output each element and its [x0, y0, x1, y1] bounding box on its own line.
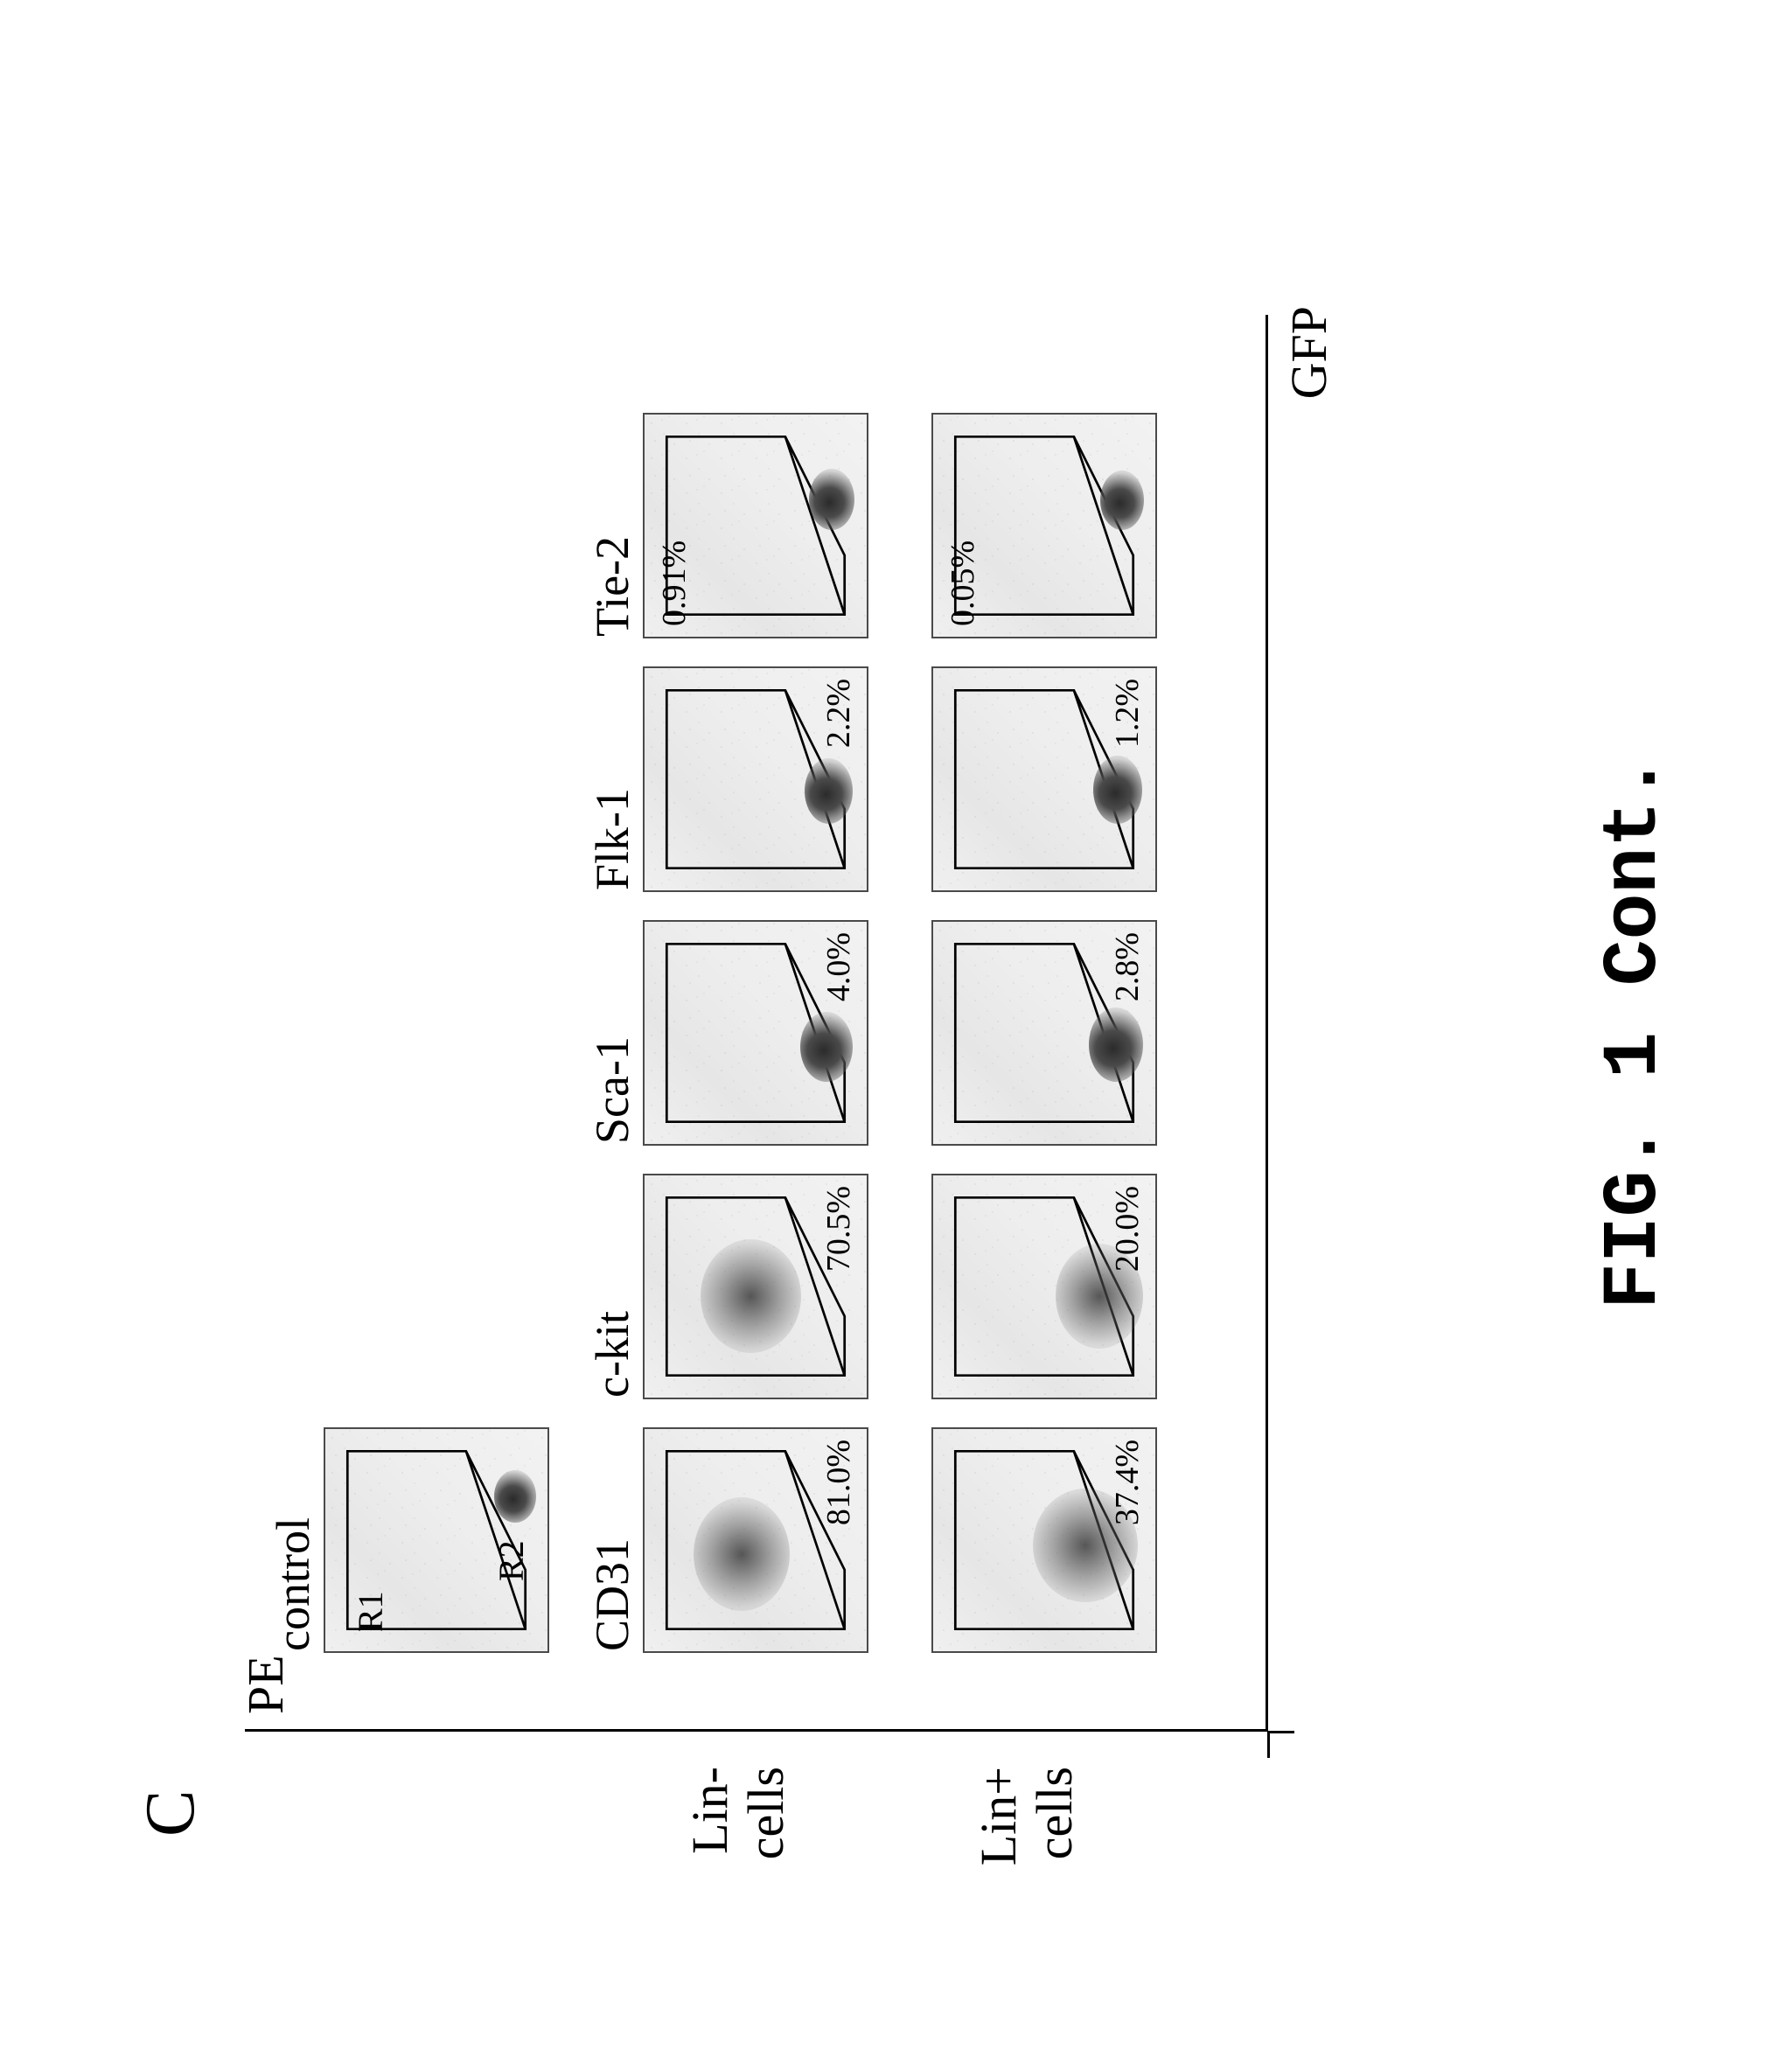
plot-title: Tie-2 [585, 536, 639, 637]
scatter-cluster [694, 1497, 790, 1611]
facs-plot-control: control R1 R2 [324, 1427, 549, 1653]
region-label-r1: R1 [350, 1591, 391, 1632]
x-axis-label: GFP [1280, 306, 1338, 399]
rotated-page: C PE GFP Lin-cells Lin+cells control R1 … [0, 0, 1792, 2064]
facs-plot-lin_neg-sca-1: Sca-14.0% [643, 920, 868, 1146]
plot-title: Sca-1 [585, 1036, 639, 1144]
row-label-lin-pos: Lin+cells [971, 1767, 1083, 1994]
scatter-cluster [701, 1239, 801, 1353]
plot-title: Flk-1 [585, 788, 639, 890]
gate-percent: 81.0% [819, 1440, 858, 1525]
figure-caption: FIG. 1 Cont. [1592, 0, 1678, 2064]
scatter-cluster [805, 758, 853, 824]
gate-percent: 20.0% [1108, 1186, 1147, 1272]
facs-plot-lin_neg-flk-1: Flk-12.2% [643, 666, 868, 892]
facs-plot-lin_neg-cd31: CD3181.0% [643, 1427, 868, 1653]
gate-percent: 2.8% [1108, 932, 1147, 1001]
facs-plot-lin_pos-flk-1: 1.2% [931, 666, 1157, 892]
gate-percent: 0.91% [655, 540, 694, 626]
row-label-lin-neg: Lin-cells [682, 1767, 794, 1994]
scatter-cluster [1089, 1008, 1143, 1082]
panel-letter: C [131, 1790, 211, 1837]
gate-percent: 4.0% [819, 932, 858, 1001]
axis-tick [1267, 1732, 1270, 1758]
plot-title: CD31 [585, 1538, 639, 1651]
gate-percent: 70.5% [819, 1186, 858, 1272]
plot-title: control [266, 1517, 320, 1651]
scatter-cluster [1100, 471, 1144, 530]
scatter-cluster [800, 1012, 853, 1082]
facs-plot-lin_pos-cd31: 37.4% [931, 1427, 1157, 1653]
facs-plot-lin_neg-c-kit: c-kit70.5% [643, 1174, 868, 1399]
scatter-cluster [809, 469, 854, 530]
gate-percent: 1.2% [1108, 679, 1147, 748]
facs-plot-lin_neg-tie-2: Tie-20.91% [643, 413, 868, 638]
scatter-cluster [494, 1470, 536, 1523]
x-axis-line [1266, 315, 1268, 1732]
gate-percent: 0.05% [944, 540, 982, 626]
y-axis-line [245, 1729, 1268, 1732]
gate-percent: 2.2% [819, 679, 858, 748]
facs-plot-lin_pos-c-kit: 20.0% [931, 1174, 1157, 1399]
axis-tick [1268, 1731, 1294, 1733]
y-axis-label: PE [236, 1655, 295, 1714]
scatter-cluster [1093, 756, 1142, 824]
facs-plot-lin_pos-sca-1: 2.8% [931, 920, 1157, 1146]
facs-plot-lin_pos-tie-2: 0.05% [931, 413, 1157, 638]
gate-percent: 37.4% [1108, 1440, 1147, 1525]
region-label-r2: R2 [491, 1540, 532, 1581]
plot-title: c-kit [585, 1311, 639, 1398]
axis-frame: PE GFP Lin-cells Lin+cells control R1 R2… [245, 315, 1268, 1732]
